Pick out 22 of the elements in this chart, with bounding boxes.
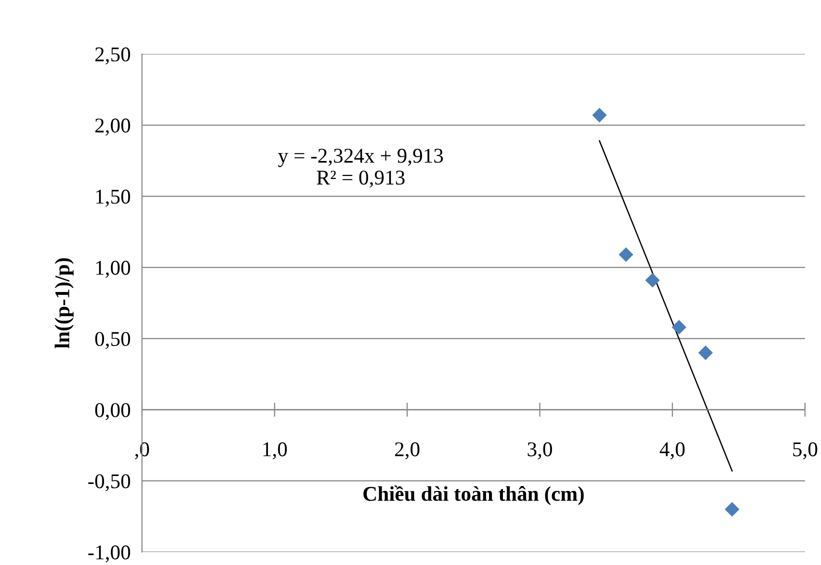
point	[724, 502, 740, 517]
x-tick-label: 5,0	[793, 442, 818, 460]
annotation: y = -2,324x + 9,913 R² = 0,913	[278, 148, 443, 188]
y-tick-label: 0,00	[95, 403, 130, 420]
point	[618, 247, 634, 262]
x-tick-label: 4,0	[660, 442, 685, 460]
y-axis-title: ln((p-1)/p)	[54, 258, 74, 348]
y-tick-label: -0,50	[88, 474, 130, 492]
point	[672, 320, 686, 334]
point	[645, 272, 660, 288]
x-tick-label: 2,0	[395, 442, 420, 460]
x-tick-label: 1,0	[263, 442, 287, 460]
y-tick-label: 1,00	[96, 260, 130, 278]
x-axis-title: Chiều dài toàn thân (cm)	[363, 486, 584, 506]
y-tick-label: 2,00	[95, 118, 130, 136]
point	[698, 346, 713, 360]
point	[592, 108, 607, 122]
y-tick-label: 0,50	[95, 332, 130, 350]
x-tick-label: 3,0	[528, 442, 552, 460]
y-tick-label: 1,50	[96, 190, 130, 207]
y-tick-label: -1,00	[88, 545, 130, 562]
y-tick-label: 2,50	[95, 47, 130, 64]
